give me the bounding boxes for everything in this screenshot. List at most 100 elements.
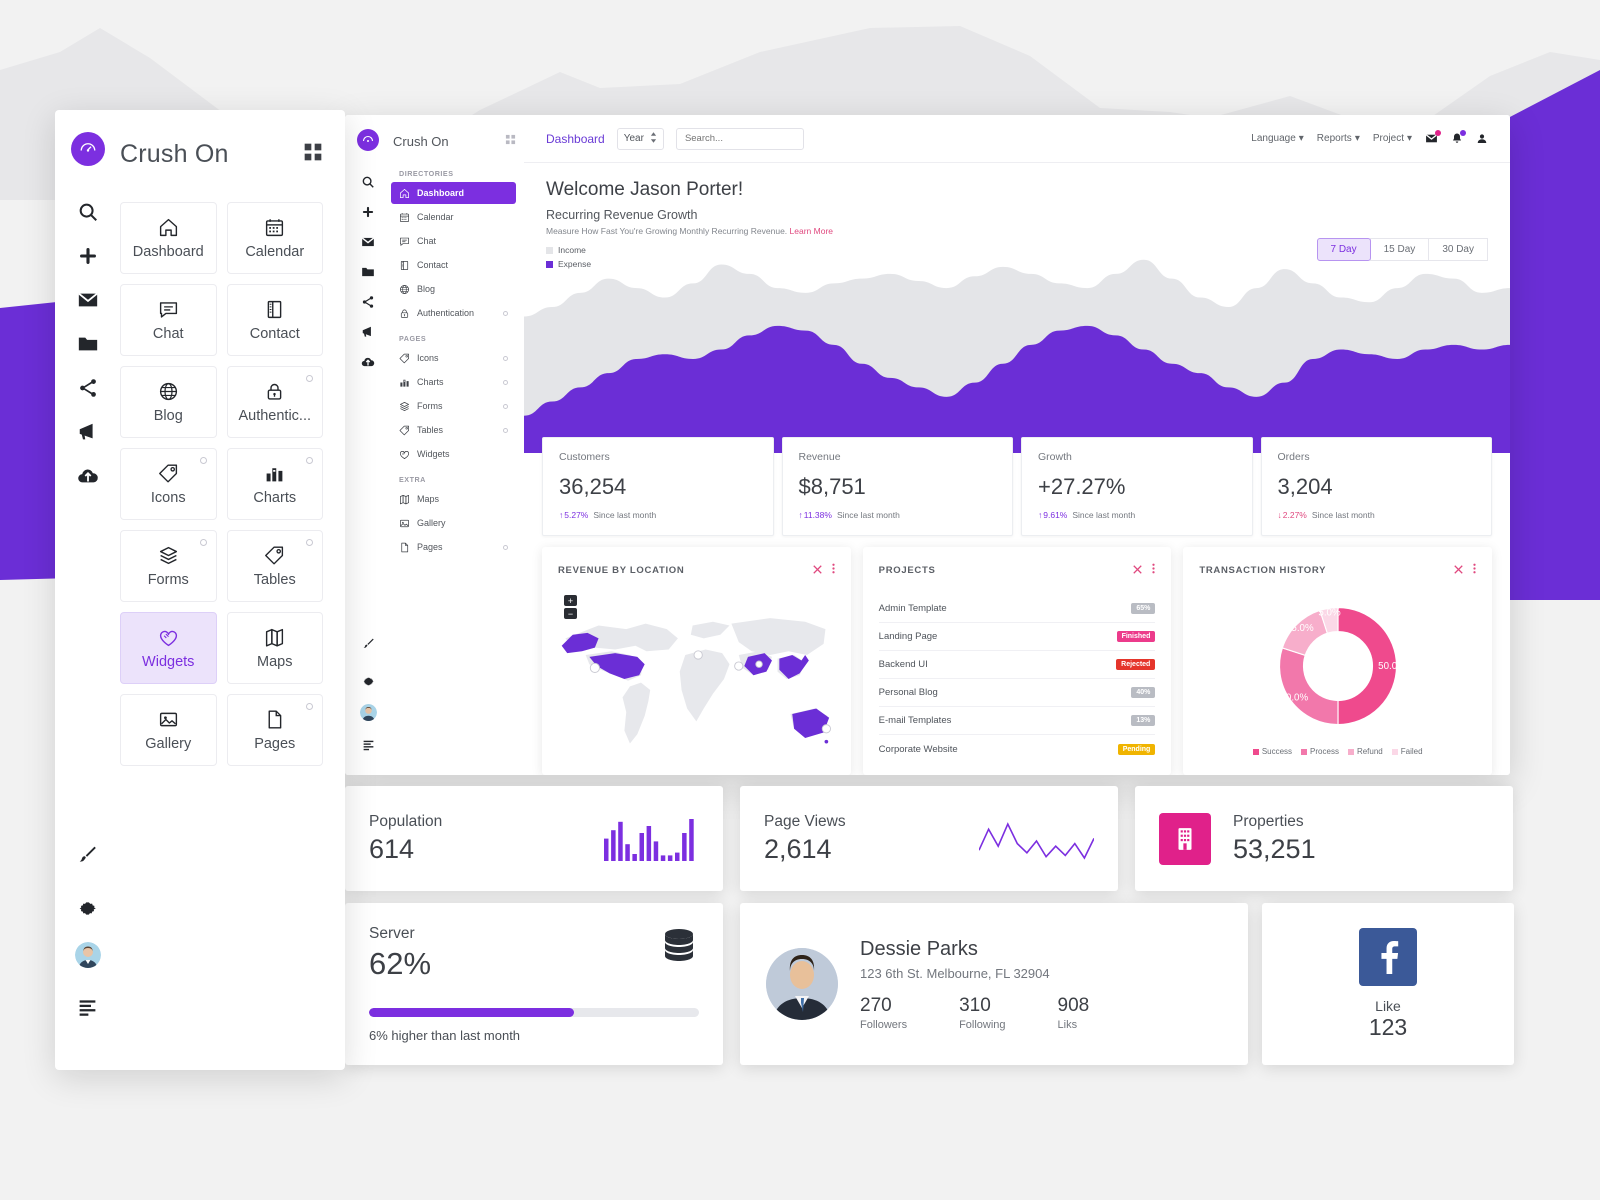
app-brand-logo-icon[interactable] <box>357 129 379 151</box>
brush-icon[interactable] <box>71 834 105 874</box>
tile-status-dot <box>306 457 313 464</box>
mega-tile-icons[interactable]: Icons <box>120 448 217 520</box>
project-status-badge: 40% <box>1131 687 1156 698</box>
home-icon <box>399 188 410 199</box>
sidebar-item-chat[interactable]: Chat <box>391 230 516 252</box>
mega-tile-widgets[interactable]: Widgets <box>120 612 217 684</box>
map-zoom-out-button[interactable]: − <box>564 608 577 619</box>
plus-icon[interactable] <box>355 197 381 227</box>
brand-logo-icon[interactable] <box>70 132 105 166</box>
project-row[interactable]: Admin Template 65% <box>878 595 1156 623</box>
project-row[interactable]: Personal Blog 40% <box>878 679 1156 707</box>
sidebar-item-gallery[interactable]: Gallery <box>391 512 516 534</box>
more-options-icon[interactable] <box>1152 561 1155 579</box>
share-icon[interactable] <box>355 287 381 317</box>
contact-book-icon <box>399 260 410 271</box>
mega-tile-calendar[interactable]: Calendar <box>226 202 323 274</box>
share-icon[interactable] <box>71 368 105 408</box>
mega-tile-charts[interactable]: Charts <box>226 448 323 520</box>
megaphone-icon[interactable] <box>71 412 105 452</box>
tile-status-dot <box>199 539 207 546</box>
profile-stat: 310 Following <box>959 995 1005 1031</box>
sidebar-item-contact[interactable]: Contact <box>391 254 516 276</box>
sidebar-item-dashboard[interactable]: Dashboard <box>391 182 516 204</box>
pageviews-text: Page Views 2,614 <box>764 813 846 865</box>
sidebar-item-blog[interactable]: Blog <box>391 278 516 300</box>
more-options-icon[interactable] <box>1473 561 1476 579</box>
mega-tile-dashboard[interactable]: Dashboard <box>120 202 217 274</box>
mega-tile-tables[interactable]: Tables <box>226 530 323 602</box>
search-input[interactable] <box>675 127 804 150</box>
search-icon[interactable] <box>71 192 105 232</box>
close-icon[interactable] <box>1454 561 1463 579</box>
sidebar-item-calendar[interactable]: Calendar <box>391 206 516 228</box>
brush-icon[interactable] <box>355 628 381 658</box>
stat-subtext: ↓ 2.27% Since last month <box>1278 510 1476 520</box>
list-icon[interactable] <box>71 986 105 1026</box>
project-row[interactable]: Backend UI Rejected <box>878 651 1156 679</box>
project-row[interactable]: Corporate Website Pending <box>879 735 1156 763</box>
sidebar-item-pages[interactable]: Pages <box>391 536 516 558</box>
facebook-icon[interactable] <box>1359 927 1417 986</box>
period-select[interactable]: Year <box>616 127 664 150</box>
mega-tile-forms[interactable]: Forms <box>120 530 217 602</box>
apps-grid-icon[interactable] <box>303 142 323 167</box>
menu-language[interactable]: Language ▾ <box>1251 133 1304 144</box>
mail-icon[interactable] <box>355 227 381 257</box>
close-icon[interactable] <box>812 561 822 579</box>
range-button-15-day[interactable]: 15 Day <box>1369 238 1430 261</box>
sidebar-item-icons[interactable]: Icons <box>391 347 516 369</box>
list-icon[interactable] <box>355 729 381 759</box>
mega-tile-chat[interactable]: Chat <box>120 284 217 356</box>
gear-icon[interactable] <box>71 888 105 928</box>
app-brand-title: Crush On <box>393 133 449 149</box>
dashboard-topbar: Dashboard Year Language▾ Reports▾ Projec… <box>524 115 1510 163</box>
bell-icon[interactable] <box>1451 130 1466 145</box>
home-icon <box>158 216 179 238</box>
range-button-30-day[interactable]: 30 Day <box>1428 238 1488 261</box>
stat-subtext: ↑ 5.27% Since last month <box>559 510 757 520</box>
menu-reports[interactable]: Reports ▾ <box>1317 133 1360 144</box>
mega-tile-maps[interactable]: Maps <box>226 612 323 684</box>
learn-more-link[interactable]: Learn More <box>789 226 833 236</box>
project-row[interactable]: Landing Page Finished <box>878 623 1156 651</box>
mail-icon[interactable] <box>71 280 105 320</box>
megaphone-icon[interactable] <box>355 317 381 347</box>
facebook-label: Like <box>1375 997 1401 1014</box>
mail-icon[interactable] <box>1425 130 1441 145</box>
gear-icon[interactable] <box>355 666 381 696</box>
plus-icon[interactable] <box>71 236 105 276</box>
map-zoom-in-button[interactable]: + <box>564 595 577 606</box>
mega-tile-authentic[interactable]: Authentic... <box>226 366 323 438</box>
range-button-7-day[interactable]: 7 Day <box>1316 238 1371 261</box>
legend-item: Income <box>546 245 833 255</box>
mega-tile-gallery[interactable]: Gallery <box>120 694 217 766</box>
mega-tile-pages[interactable]: Pages <box>226 694 323 766</box>
user-icon[interactable] <box>1476 132 1488 145</box>
mega-tile-blog[interactable]: Blog <box>120 366 217 438</box>
folder-icon[interactable] <box>71 324 105 364</box>
cloud-upload-icon[interactable] <box>71 456 105 496</box>
mega-menu-title: Crush On <box>120 139 229 168</box>
sidebar-item-forms[interactable]: Forms <box>391 395 516 417</box>
sidebar-item-charts[interactable]: Charts <box>391 371 516 393</box>
sidebar-item-label: Dashboard <box>417 188 465 198</box>
folder-icon[interactable] <box>355 257 381 287</box>
project-row[interactable]: E-mail Templates 13% <box>878 707 1156 735</box>
menu-project[interactable]: Project ▾ <box>1373 133 1412 144</box>
world-map[interactable]: + − <box>558 591 835 771</box>
breadcrumb[interactable]: Dashboard <box>546 131 605 146</box>
cloud-upload-icon[interactable] <box>355 347 381 377</box>
sidebar-item-widgets[interactable]: Widgets <box>391 443 516 465</box>
search-icon[interactable] <box>355 167 381 197</box>
more-options-icon[interactable] <box>832 561 835 579</box>
close-icon[interactable] <box>1133 561 1143 579</box>
user-avatar[interactable] <box>74 942 101 968</box>
mega-tile-contact[interactable]: Contact <box>226 284 323 356</box>
sidebar-item-authentication[interactable]: Authentication <box>391 302 516 324</box>
user-avatar[interactable] <box>359 704 377 721</box>
sidebar-item-maps[interactable]: Maps <box>391 488 516 510</box>
pageviews-widget-card: Page Views 2,614 <box>740 786 1118 891</box>
apps-grid-icon[interactable] <box>505 132 516 150</box>
sidebar-item-tables[interactable]: Tables <box>391 419 516 441</box>
